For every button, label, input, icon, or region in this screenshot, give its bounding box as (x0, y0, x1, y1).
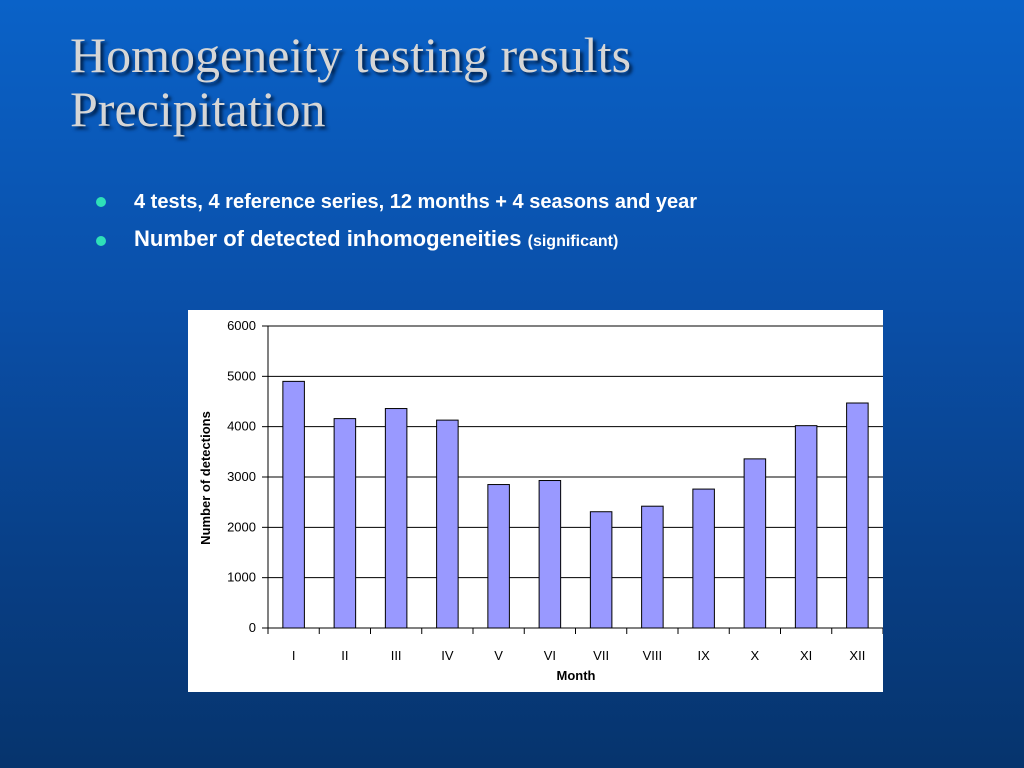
y-tick-label: 4000 (227, 419, 256, 434)
x-tick-label: V (494, 648, 503, 663)
y-tick-label: 0 (249, 620, 256, 635)
x-tick-label: IV (441, 648, 454, 663)
bar-III (384, 408, 408, 629)
bar-VI (538, 480, 562, 629)
x-tick-label: IX (697, 648, 710, 663)
bar-XII (846, 402, 869, 629)
bar-VIII (641, 505, 664, 629)
bar-IV (436, 419, 459, 629)
bar-V (487, 484, 510, 629)
x-tick-label: III (391, 648, 402, 663)
bullet-suffix: (significant) (527, 233, 619, 250)
x-tick-label: I (292, 648, 296, 663)
x-tick-label: VI (544, 648, 556, 663)
y-axis-title: Number of detections (198, 411, 213, 545)
x-tick-label: VIII (643, 648, 663, 663)
bar-II (333, 418, 357, 629)
y-tick-label: 2000 (227, 519, 256, 534)
bullet-text: Number of detected inhomogeneities (134, 226, 522, 251)
chart-panel: 0 1000 2000 3000 4000 5000 6000 I II III IV V VI VII V… (188, 310, 883, 692)
x-tick-label: II (341, 648, 348, 663)
slide-title-line-1: Homogeneity testing results (70, 27, 632, 83)
slide-title-line-2: Precipitation (70, 81, 326, 137)
y-tick-label: 3000 (227, 469, 256, 484)
y-tick-label: 6000 (227, 318, 256, 333)
bullet-list: 4 tests, 4 reference series, 12 months +… (96, 188, 697, 257)
slide-title: Homogeneity testing results Precipitatio… (70, 28, 631, 136)
bullet-item-tests: 4 tests, 4 reference series, 12 months +… (96, 188, 697, 216)
x-tick-label: XI (800, 648, 812, 663)
bar-I (282, 380, 305, 629)
x-tick-label: X (751, 648, 760, 663)
bullet-dot-icon (96, 197, 106, 207)
bullet-dot-icon (96, 235, 106, 246)
bar-VII (589, 511, 613, 629)
y-tick-label: 1000 (227, 570, 256, 585)
bar-IX (692, 488, 715, 629)
bar-X (743, 458, 767, 629)
bullet-text: 4 tests, 4 reference series, 12 months +… (134, 191, 698, 213)
y-tick-label: 5000 (227, 368, 256, 383)
bar-XI (794, 425, 818, 629)
bullet-item-detections: Number of detected inhomogeneities (sign… (96, 224, 697, 257)
x-axis-title: Month (557, 668, 596, 683)
x-tick-label: XII (849, 648, 865, 663)
x-tick-label: VII (593, 648, 609, 663)
